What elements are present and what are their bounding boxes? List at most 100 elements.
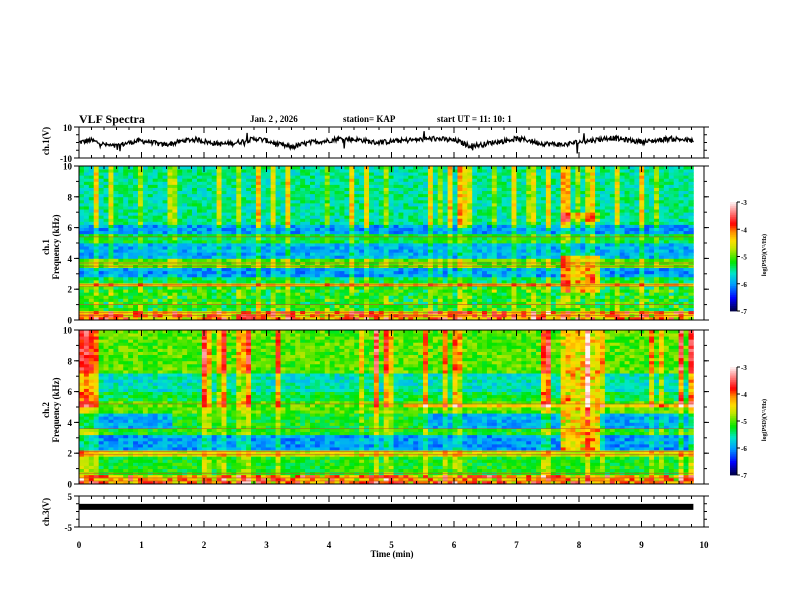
spectrogram-cell [373,286,380,290]
spectrogram-cell [541,172,547,176]
spectrogram-cell [555,276,562,281]
spectrogram-cell [255,258,262,262]
spectrogram-cell [275,199,281,204]
spectrogram-cell [221,169,227,173]
spectrogram-cell [339,227,345,232]
spectrogram-cell [432,184,439,188]
spectrogram-cell [93,316,100,321]
spectrogram-cell [472,258,478,262]
spectrogram-cell [172,178,178,182]
spectrogram-cell [477,301,483,305]
spectrogram-cell [290,233,296,238]
spectrogram-cell [285,190,291,195]
spectrogram-cell [511,279,517,284]
spectrogram-cell [403,239,409,244]
spectrogram-cell [349,279,355,284]
spectrogram-cell [172,292,178,296]
spectrogram-cell [314,270,321,275]
spectrogram-cell [437,292,444,296]
spectrogram-cell [133,169,139,173]
spectrogram-cell [93,221,100,225]
spectrogram-cell [359,252,365,256]
spectrogram-cell [251,292,257,296]
spectrogram-cell [344,295,350,299]
spectrogram-cell [388,270,394,275]
spectrogram-cell [88,178,95,182]
spectrogram-cell [496,187,503,192]
spectrogram-cell [319,199,326,204]
spectrogram-cell [388,181,394,185]
spectrogram-cell [423,190,429,195]
spectrogram-cell [349,304,355,309]
spectrogram-cell [373,172,380,176]
spectrogram-cell [408,295,414,299]
spectrogram-cell [182,243,188,247]
spectrogram-cell [142,236,149,241]
spectrogram-cell [467,166,473,170]
spectrogram-cell [305,215,311,219]
spectrogram-cell [314,172,321,176]
spectrogram-cell [123,227,129,232]
spectrogram-cell [408,215,414,219]
spectrogram-cell [246,193,252,198]
spectrogram-cell [255,224,262,228]
spectrogram-cell [98,166,104,170]
spectrogram-cell [432,187,439,192]
spectrogram-cell [182,175,188,179]
spectrogram-cell [324,267,331,272]
spectrogram-cell [172,270,178,275]
spectrogram-cell [290,273,296,278]
spectrogram-cell [221,227,227,232]
spectrogram-cell [457,187,463,192]
spectrogram-cell [531,239,537,244]
spectrogram-cell [472,184,478,188]
spectrogram-cell [344,181,350,185]
spectrogram-cell [93,270,100,275]
spectrogram-cell [300,199,306,204]
spectrogram-cell [423,187,429,192]
spectrogram-cell [211,295,218,299]
spectrogram-cell [418,286,424,290]
spectrogram-cell [349,289,355,293]
spectrogram-cell [324,243,331,247]
spectrogram-cell [383,215,390,219]
spectrogram-cell [98,172,104,176]
spectrogram-cell [491,252,498,256]
spectrogram-cell [501,212,508,216]
spectrogram-cell [206,233,213,238]
spectrogram-cell [246,196,252,201]
spectrogram-cell [378,286,385,290]
ch1-ytick-label: -10 [60,154,72,164]
spectrogram-cell [196,218,203,222]
spectrogram-cell [196,295,203,299]
spectrogram-cell [457,221,463,225]
spectrogram-cell [491,166,498,170]
spectrogram-cell [408,252,414,256]
spectrogram-cell [501,236,508,241]
spectrogram-cell [364,175,370,179]
spectrogram-cell [545,202,552,207]
spectrogram-cell [398,273,404,278]
spectrogram-cell [206,166,213,170]
spectrogram-cell [192,301,198,305]
spectrogram-cell [378,246,385,250]
spectrogram-cell [255,270,262,275]
spectrogram-cell [310,227,316,232]
spectrogram-cell [329,307,335,312]
spectrogram-cell [246,289,252,293]
spectrogram-cell [324,209,331,213]
spectrogram-cell [378,224,385,228]
spectrogram-cell [368,172,375,176]
spectrogram-cell [501,267,508,272]
spectrogram-cell [83,233,90,238]
spectrogram-cell [388,301,394,305]
spectrogram-cell [255,255,262,259]
spectrogram-cell [467,193,473,198]
spectrogram-cell [339,218,345,222]
spectrogram-cell [270,273,277,278]
spectrogram-cell [275,276,281,281]
spectrogram-cell [265,218,272,222]
spectrogram-cell [486,298,493,302]
spectrogram-cell [260,209,267,213]
spectrogram-cell [442,316,449,321]
